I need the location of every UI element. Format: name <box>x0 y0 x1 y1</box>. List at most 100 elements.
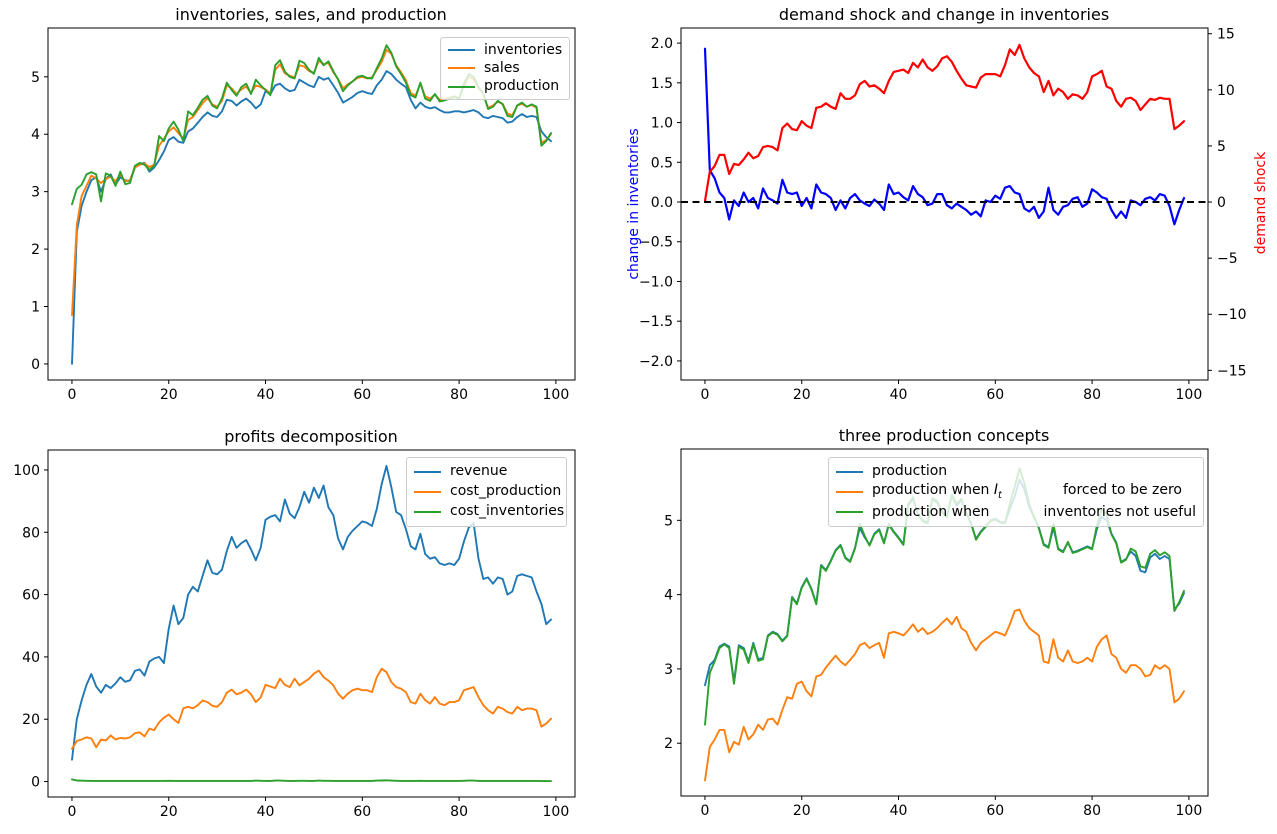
x-tick-label: 40 <box>890 803 908 819</box>
x-tick-label: 60 <box>986 387 1004 403</box>
series-line-production-inventories-forced-zero <box>704 608 1185 782</box>
legend-line-swatch <box>448 49 475 52</box>
y-tick-label: 3 <box>664 662 673 678</box>
legend-profits-decomposition: revenue cost_production cost_inventories <box>406 457 567 527</box>
x-tick-label: 60 <box>986 803 1004 819</box>
x-tick-label: 100 <box>543 804 570 820</box>
legend-line-swatch <box>448 85 475 88</box>
y-tick-label: 0 <box>31 775 40 791</box>
chart-three-production-concepts: 0 20 40 60 80 100 2 3 4 5 <box>664 448 1209 819</box>
y2-tick-label: 5 <box>1217 139 1226 155</box>
y-tick-label: 1.0 <box>651 116 673 132</box>
legend-item: revenue <box>414 464 559 479</box>
legend-label: production when It <box>872 482 1002 501</box>
x-tick-label: 100 <box>543 387 570 403</box>
x-tick-label: 40 <box>890 387 908 403</box>
x-tick-label: 100 <box>1176 803 1203 819</box>
series-line-cost-production <box>71 667 552 750</box>
x-tick-label: 40 <box>257 387 275 403</box>
legend-label: cost_production <box>450 483 562 500</box>
chart-title-three-production-concepts: three production concepts <box>838 426 1050 445</box>
legend-item: inventories <box>448 42 562 58</box>
legend-line-swatch <box>836 470 863 473</box>
y-tick-label: 5 <box>31 70 40 86</box>
x-tick-label: 0 <box>700 803 709 819</box>
legend-label: production when <box>872 503 990 520</box>
legend-item: production <box>448 77 562 94</box>
series-line-cost-inventories <box>71 778 552 783</box>
legend-line-swatch <box>836 511 863 514</box>
legend-label: production <box>484 77 560 94</box>
y-tick-label: 2.0 <box>651 36 673 52</box>
y-tick-label: 80 <box>22 525 40 541</box>
legend-item: production when It forced to be zero <box>836 482 1196 501</box>
legend-line-swatch <box>836 490 863 493</box>
series-line-change-in-inventories <box>703 47 1186 226</box>
y2-tick-label: −10 <box>1217 307 1247 323</box>
y-tick-label: 60 <box>22 588 40 604</box>
chart-title-inventories-sales-production: inventories, sales, and production <box>175 5 447 24</box>
x-tick-label: 60 <box>353 804 371 820</box>
y2-tick-label: 15 <box>1217 27 1235 43</box>
y-tick-label: −2.0 <box>639 354 673 370</box>
y-tick-label: 2 <box>664 736 673 752</box>
y2-tick-label: 0 <box>1217 195 1226 211</box>
legend-line-swatch <box>414 510 441 513</box>
legend-item: cost_inventories <box>414 503 564 519</box>
legend-label: revenue <box>450 463 508 480</box>
y-tick-label: 0.0 <box>651 195 673 211</box>
y-tick-label: 4 <box>664 588 673 604</box>
axes-frame <box>47 27 576 381</box>
legend-three-production-concepts: production production when It forced to be… <box>828 457 1204 527</box>
x-tick-label: 20 <box>160 387 178 403</box>
x-tick-label: 20 <box>793 803 811 819</box>
y2-tick-label: −5 <box>1217 251 1238 267</box>
x-tick-label: 0 <box>67 387 76 403</box>
chart-demand-shock-change-in-inventories: 0 20 40 60 80 100 −2.0 −1.5 −1.0 −0.5 0.0 0.5 1.0 1.5… <box>639 27 1247 403</box>
series-line-demand-shock <box>703 43 1186 202</box>
legend-label-right: forced to be zero <box>1062 482 1182 499</box>
legend-label: production <box>872 462 948 479</box>
y-tick-label: −1.0 <box>639 274 673 290</box>
x-tick-label: 0 <box>67 804 76 820</box>
series-line-inventories <box>71 70 552 365</box>
legend-item: sales <box>448 60 562 76</box>
x-tick-label: 20 <box>793 387 811 403</box>
legend-line-swatch <box>414 490 441 493</box>
y-tick-label: 40 <box>22 650 40 666</box>
y-tick-label: −0.5 <box>639 235 673 251</box>
x-tick-label: 80 <box>1083 803 1101 819</box>
legend-line-swatch <box>414 471 441 474</box>
x-tick-label: 60 <box>353 387 371 403</box>
x-tick-label: 80 <box>450 387 468 403</box>
ylabel-change-in-inventories: change in inventories <box>626 128 642 280</box>
axes-frame <box>680 448 1209 797</box>
y2-tick-label: −15 <box>1217 363 1247 379</box>
legend-inventories-sales-production: inventories sales production <box>440 37 570 100</box>
chart-title-profits-decomposition: profits decomposition <box>224 427 398 446</box>
x-tick-label: 100 <box>1176 387 1203 403</box>
ylabel-demand-shock: demand shock <box>1253 151 1269 255</box>
axes-frame <box>680 27 1209 381</box>
y-tick-label: 1 <box>31 299 40 315</box>
x-tick-label: 80 <box>1083 387 1101 403</box>
y-tick-label: 5 <box>664 513 673 529</box>
x-tick-label: 20 <box>160 804 178 820</box>
y-tick-label: 1.5 <box>651 76 673 92</box>
y-tick-label: 20 <box>22 712 40 728</box>
legend-item: production <box>836 462 1196 479</box>
y-tick-label: −1.5 <box>639 314 673 330</box>
y-tick-label: 3 <box>31 185 40 201</box>
chart-title-demand-shock: demand shock and change in inventories <box>778 5 1110 24</box>
y-tick-label: 2 <box>31 242 40 258</box>
y-tick-label: 100 <box>13 463 40 479</box>
legend-line-swatch <box>448 67 475 70</box>
y-tick-label: 0.5 <box>651 155 673 171</box>
axes-frame <box>47 449 576 798</box>
y-tick-label: 4 <box>31 127 40 143</box>
x-tick-label: 0 <box>700 387 709 403</box>
y-tick-label: 0 <box>31 357 40 373</box>
x-tick-label: 40 <box>257 804 275 820</box>
